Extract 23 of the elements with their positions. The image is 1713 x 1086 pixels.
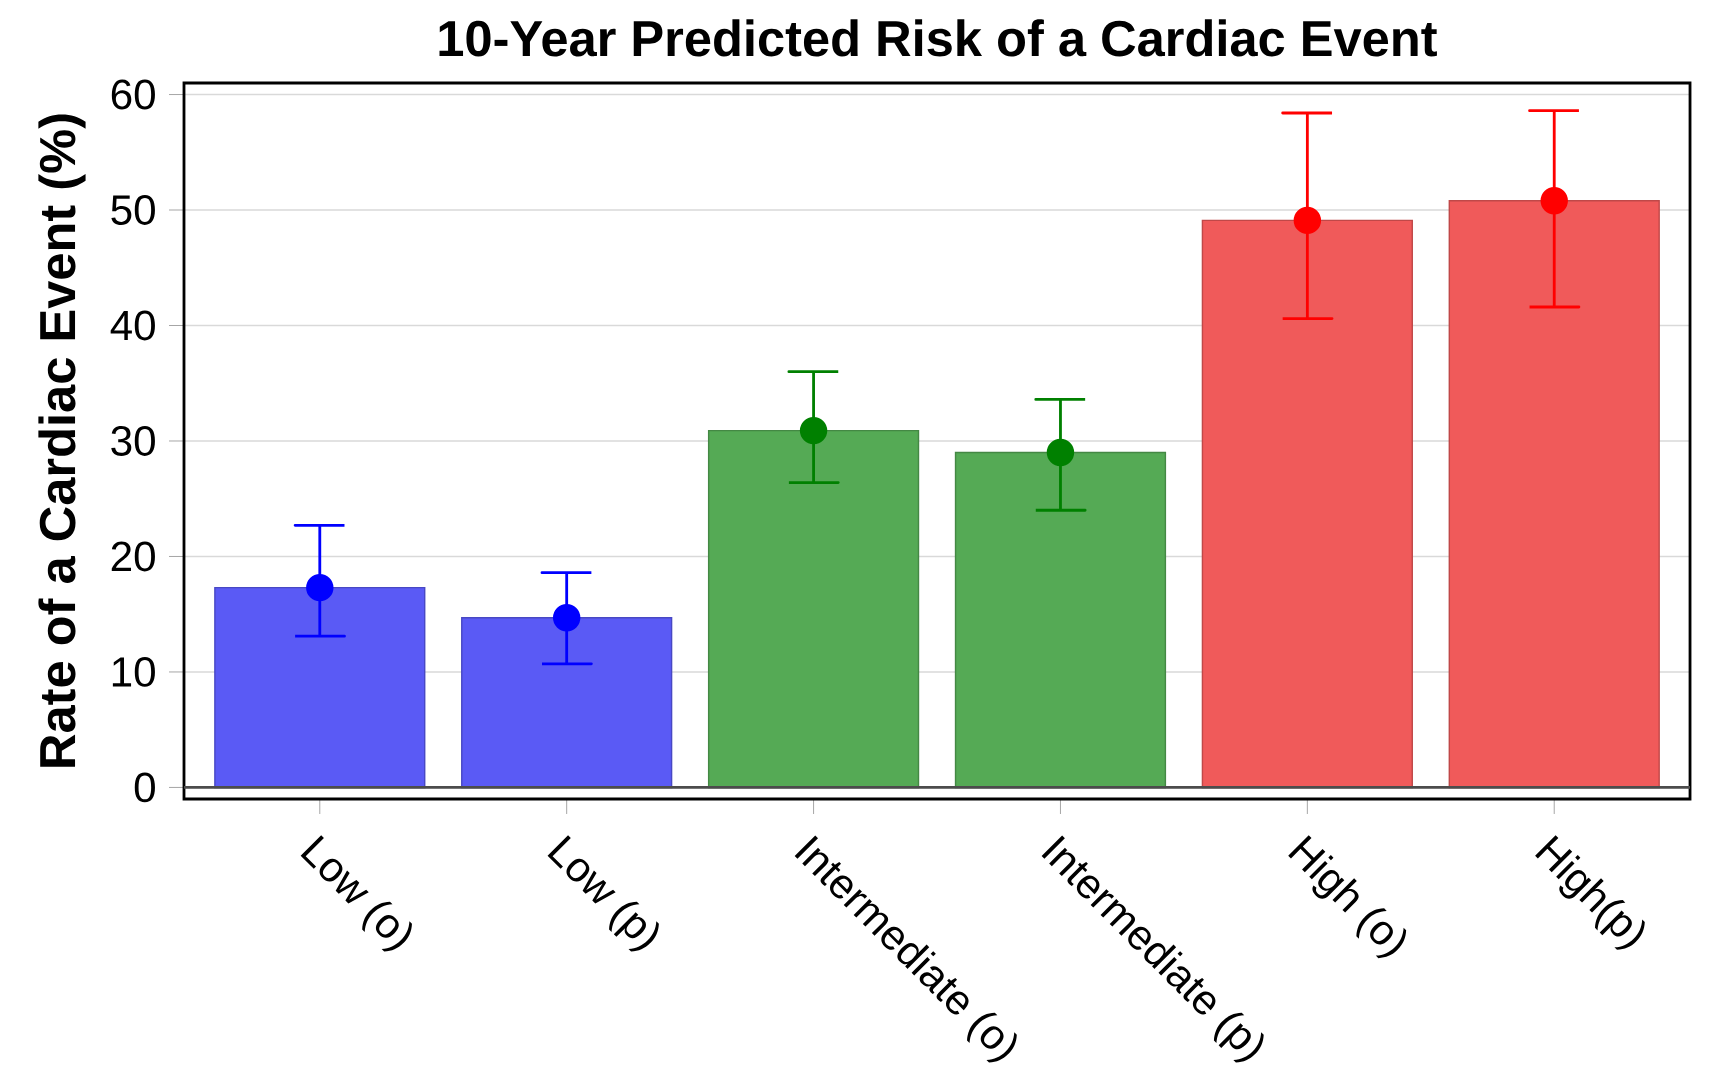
point — [1046, 438, 1075, 467]
y-tick-label: 50 — [111, 194, 155, 225]
point — [1293, 206, 1322, 234]
bar — [954, 451, 1167, 788]
y-axis-title: Rate of a Cardiac Event (%) — [38, 114, 86, 767]
x-tick-label: Low (o) — [300, 834, 412, 952]
y-tick-label: 40 — [110, 310, 155, 341]
point — [1540, 186, 1568, 215]
y-tick-label: 10 — [112, 656, 155, 687]
bar — [214, 586, 426, 788]
chart-title: 10-Year Predicted Risk of a Cardiac Event — [439, 19, 1437, 57]
point — [306, 573, 334, 602]
bar — [707, 429, 920, 788]
bar — [461, 616, 673, 788]
y-tick-label: 60 — [111, 79, 155, 110]
point — [552, 603, 581, 632]
bar — [1448, 199, 1660, 788]
bar — [1201, 219, 1413, 788]
y-tick-label: 30 — [111, 425, 155, 456]
y-tick-label: 20 — [111, 541, 155, 572]
x-tick-label: Low (p) — [547, 834, 659, 952]
point — [799, 416, 828, 445]
y-tick-label: 0 — [134, 772, 155, 803]
